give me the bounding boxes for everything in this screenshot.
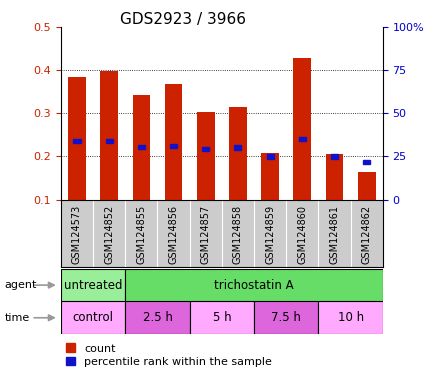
Bar bbox=[125, 301, 189, 334]
Bar bbox=[105, 139, 112, 143]
Text: time: time bbox=[4, 313, 30, 323]
Bar bbox=[202, 147, 209, 151]
Text: GSM124861: GSM124861 bbox=[329, 205, 339, 264]
Text: 2.5 h: 2.5 h bbox=[142, 311, 172, 324]
Bar bbox=[68, 76, 85, 200]
Text: GSM124856: GSM124856 bbox=[168, 205, 178, 264]
Bar bbox=[73, 139, 80, 143]
Text: trichostatin A: trichostatin A bbox=[214, 279, 293, 291]
Bar bbox=[61, 269, 125, 301]
Text: control: control bbox=[72, 311, 113, 324]
Bar bbox=[197, 113, 214, 200]
Bar bbox=[100, 71, 118, 200]
Text: GSM124858: GSM124858 bbox=[233, 205, 242, 264]
Bar bbox=[164, 84, 182, 200]
Bar bbox=[298, 137, 305, 141]
Text: GSM124862: GSM124862 bbox=[361, 205, 371, 264]
Bar bbox=[266, 154, 273, 159]
Text: agent: agent bbox=[4, 280, 36, 290]
Text: GSM124855: GSM124855 bbox=[136, 205, 146, 264]
Bar bbox=[362, 160, 369, 164]
Bar bbox=[318, 301, 382, 334]
Text: GSM124859: GSM124859 bbox=[265, 205, 274, 264]
Bar bbox=[325, 154, 342, 200]
Text: GSM124573: GSM124573 bbox=[72, 205, 82, 264]
Bar bbox=[189, 301, 253, 334]
Text: GDS2923 / 3966: GDS2923 / 3966 bbox=[119, 12, 245, 26]
Bar bbox=[234, 145, 241, 149]
Text: untreated: untreated bbox=[64, 279, 122, 291]
Text: 10 h: 10 h bbox=[337, 311, 363, 324]
Bar bbox=[229, 107, 246, 200]
Legend: count, percentile rank within the sample: count, percentile rank within the sample bbox=[66, 343, 272, 367]
Bar bbox=[253, 301, 318, 334]
Bar bbox=[330, 154, 337, 159]
Bar bbox=[132, 95, 150, 200]
Text: 5 h: 5 h bbox=[212, 311, 230, 324]
Text: 7.5 h: 7.5 h bbox=[271, 311, 300, 324]
Bar bbox=[293, 58, 310, 200]
Bar bbox=[170, 144, 177, 148]
Bar bbox=[357, 172, 375, 200]
Bar bbox=[261, 153, 278, 200]
Text: GSM124857: GSM124857 bbox=[201, 205, 210, 264]
Text: GSM124852: GSM124852 bbox=[104, 205, 114, 264]
Text: GSM124860: GSM124860 bbox=[297, 205, 306, 264]
Bar bbox=[125, 269, 382, 301]
Bar bbox=[61, 301, 125, 334]
Bar bbox=[138, 145, 145, 149]
